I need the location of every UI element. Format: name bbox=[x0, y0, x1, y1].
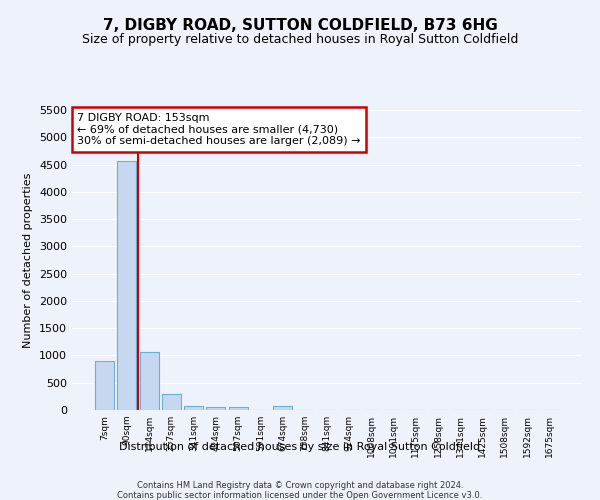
Bar bbox=[273, 406, 292, 410]
Bar bbox=[118, 160, 136, 410]
Bar bbox=[140, 352, 158, 410]
Bar bbox=[206, 406, 225, 410]
Bar bbox=[229, 408, 248, 410]
Text: 7, DIGBY ROAD, SUTTON COLDFIELD, B73 6HG: 7, DIGBY ROAD, SUTTON COLDFIELD, B73 6HG bbox=[103, 18, 497, 32]
Text: 7 DIGBY ROAD: 153sqm
← 69% of detached houses are smaller (4,730)
30% of semi-de: 7 DIGBY ROAD: 153sqm ← 69% of detached h… bbox=[77, 113, 361, 146]
Text: Distribution of detached houses by size in Royal Sutton Coldfield: Distribution of detached houses by size … bbox=[119, 442, 481, 452]
Y-axis label: Number of detached properties: Number of detached properties bbox=[23, 172, 34, 348]
Bar bbox=[162, 394, 181, 410]
Text: Contains public sector information licensed under the Open Government Licence v3: Contains public sector information licen… bbox=[118, 491, 482, 500]
Text: Contains HM Land Registry data © Crown copyright and database right 2024.: Contains HM Land Registry data © Crown c… bbox=[137, 481, 463, 490]
Bar bbox=[184, 406, 203, 410]
Bar bbox=[95, 361, 114, 410]
Text: Size of property relative to detached houses in Royal Sutton Coldfield: Size of property relative to detached ho… bbox=[82, 32, 518, 46]
